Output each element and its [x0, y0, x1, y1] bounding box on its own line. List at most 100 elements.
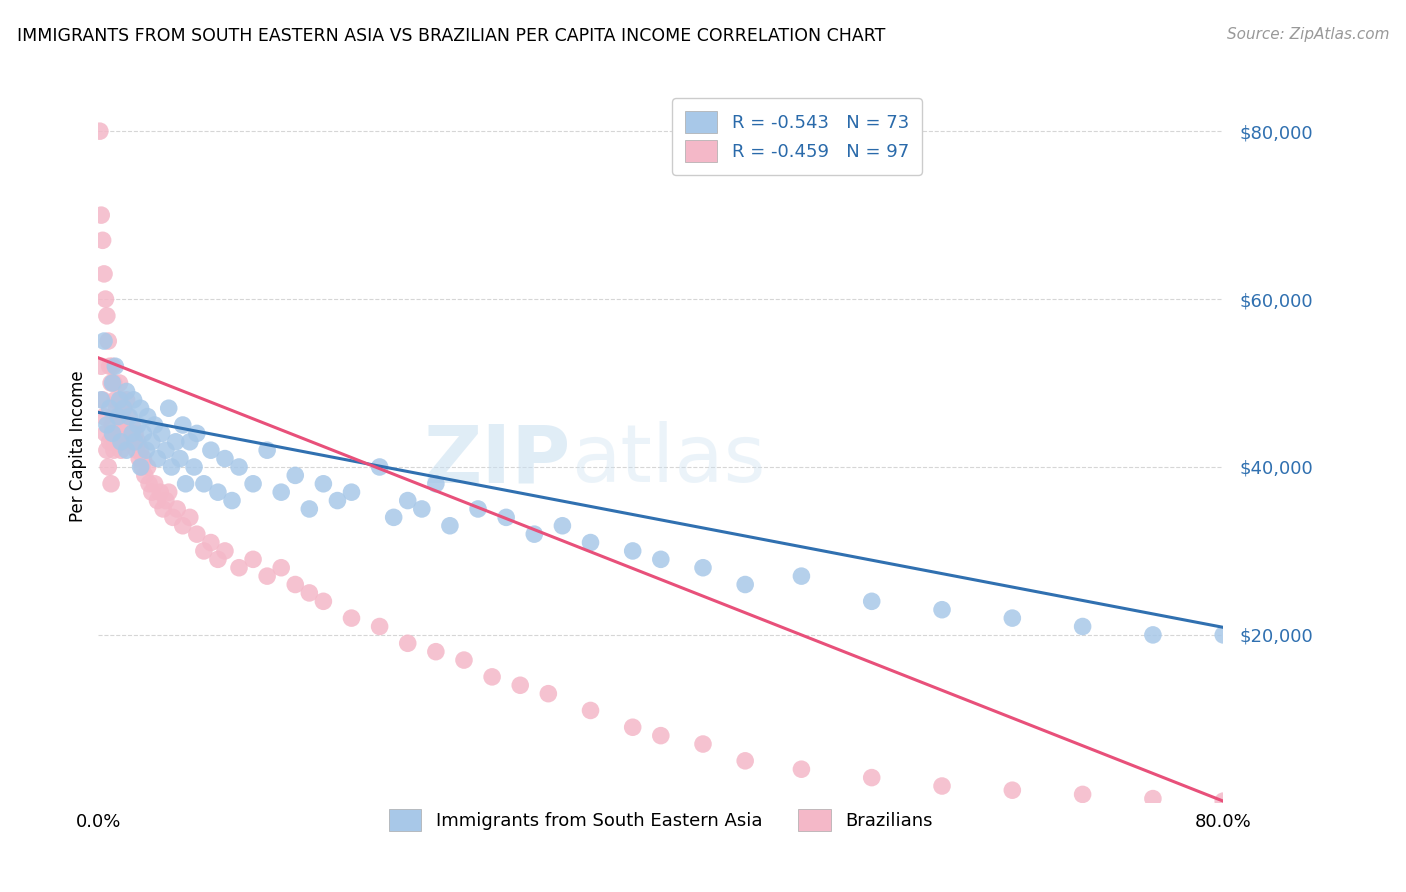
Point: [91, 392, 114, 407]
Point: [790, 569, 813, 583]
Point: [120, 434, 142, 449]
Point: [90, 392, 112, 407]
Point: [221, 493, 243, 508]
Point: [931, 603, 953, 617]
Point: [157, 401, 180, 416]
Point: [141, 485, 163, 500]
Point: [136, 460, 159, 475]
Point: [340, 611, 363, 625]
Point: [90, 359, 112, 374]
Point: [207, 552, 229, 566]
Point: [103, 376, 125, 390]
Point: [734, 754, 756, 768]
Point: [138, 476, 160, 491]
Point: [284, 577, 307, 591]
Point: [110, 392, 132, 407]
Point: [1268, 796, 1291, 810]
Text: IMMIGRANTS FROM SOUTH EASTERN ASIA VS BRAZILIAN PER CAPITA INCOME CORRELATION CH: IMMIGRANTS FROM SOUTH EASTERN ASIA VS BR…: [17, 27, 886, 45]
Y-axis label: Per Capita Income: Per Capita Income: [69, 370, 87, 522]
Point: [115, 426, 138, 441]
Point: [129, 443, 152, 458]
Point: [368, 619, 391, 633]
Point: [141, 434, 163, 449]
Point: [1212, 794, 1234, 808]
Point: [340, 485, 363, 500]
Point: [108, 426, 131, 441]
Point: [122, 392, 145, 407]
Point: [127, 434, 149, 449]
Point: [186, 527, 208, 541]
Point: [93, 334, 115, 348]
Point: [396, 493, 419, 508]
Point: [134, 468, 156, 483]
Text: ZIP: ZIP: [423, 421, 571, 500]
Point: [162, 510, 184, 524]
Point: [242, 552, 264, 566]
Point: [186, 426, 208, 441]
Point: [579, 703, 602, 717]
Point: [1071, 788, 1094, 802]
Point: [128, 451, 150, 466]
Point: [1142, 628, 1164, 642]
Point: [150, 426, 173, 441]
Point: [104, 359, 127, 374]
Point: [368, 460, 391, 475]
Point: [860, 771, 883, 785]
Point: [439, 518, 461, 533]
Point: [110, 434, 132, 449]
Point: [101, 359, 124, 374]
Point: [228, 560, 250, 574]
Point: [453, 653, 475, 667]
Point: [298, 586, 321, 600]
Point: [117, 409, 139, 424]
Point: [1071, 619, 1094, 633]
Point: [155, 493, 177, 508]
Point: [860, 594, 883, 608]
Point: [179, 510, 201, 524]
Point: [200, 443, 222, 458]
Point: [149, 485, 172, 500]
Point: [152, 502, 174, 516]
Point: [1212, 628, 1234, 642]
Point: [103, 443, 125, 458]
Point: [734, 577, 756, 591]
Point: [100, 376, 122, 390]
Point: [425, 476, 447, 491]
Point: [96, 309, 118, 323]
Point: [200, 535, 222, 549]
Point: [692, 560, 714, 574]
Point: [146, 493, 169, 508]
Point: [121, 426, 143, 441]
Point: [108, 392, 131, 407]
Point: [98, 434, 121, 449]
Point: [94, 426, 117, 441]
Point: [523, 527, 546, 541]
Point: [91, 233, 114, 247]
Point: [1001, 611, 1024, 625]
Point: [214, 544, 236, 558]
Point: [111, 409, 134, 424]
Text: atlas: atlas: [571, 421, 765, 500]
Point: [101, 376, 124, 390]
Point: [112, 401, 135, 416]
Point: [160, 460, 183, 475]
Point: [96, 417, 118, 432]
Point: [165, 434, 187, 449]
Point: [132, 451, 155, 466]
Point: [270, 485, 292, 500]
Point: [270, 560, 292, 574]
Point: [101, 417, 124, 432]
Point: [112, 401, 135, 416]
Point: [495, 510, 517, 524]
Point: [97, 460, 120, 475]
Point: [193, 476, 215, 491]
Point: [284, 468, 307, 483]
Point: [155, 443, 177, 458]
Point: [183, 460, 205, 475]
Point: [135, 443, 157, 458]
Point: [157, 485, 180, 500]
Point: [115, 384, 138, 399]
Point: [467, 502, 489, 516]
Point: [89, 124, 111, 138]
Point: [207, 485, 229, 500]
